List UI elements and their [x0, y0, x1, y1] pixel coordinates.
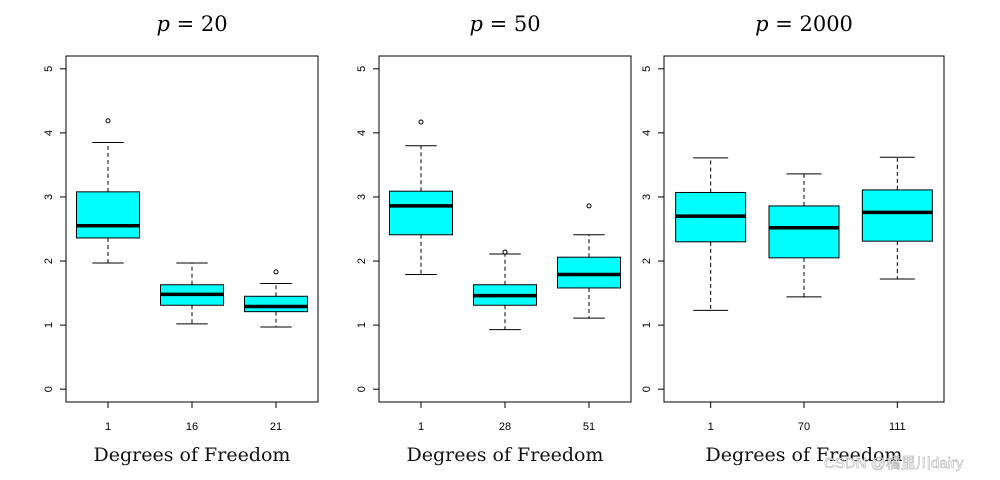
y-tick-label: 2	[641, 258, 653, 264]
y-tick-label: 3	[356, 194, 368, 200]
iqr-box	[768, 205, 840, 259]
y-tick-label: 1	[641, 322, 653, 328]
iqr-box	[76, 191, 140, 239]
outlier-point	[418, 119, 424, 125]
y-tick-label: 0	[356, 386, 368, 392]
panel-3: p = 2000 0 1 2 3 4 5 1 70 111 Degrees of Freedom	[641, 12, 945, 466]
x-tick-label: 21	[270, 421, 282, 433]
box-1	[76, 118, 140, 264]
panel-title-value: = 2000	[769, 12, 853, 36]
x-tick-label: 1	[105, 421, 111, 433]
box-1	[675, 157, 747, 311]
y-tick-label: 1	[356, 322, 368, 328]
iqr-box	[557, 256, 621, 289]
box-1	[389, 119, 453, 275]
box-51	[557, 203, 621, 319]
y-tick-label: 5	[356, 66, 368, 72]
y-tick-label: 2	[356, 258, 368, 264]
x-tick-label: 51	[583, 421, 595, 433]
panel-title-variable: p	[755, 12, 768, 36]
y-tick-label: 4	[356, 130, 368, 136]
x-axis-label: Degrees of Freedom	[407, 444, 604, 466]
box-70	[768, 173, 840, 298]
panel-title: p = 20	[156, 12, 227, 36]
panel-title: p = 2000	[755, 12, 853, 36]
y-tick-label: 4	[641, 130, 653, 136]
x-tick-label: 1	[418, 421, 424, 433]
watermark-text: CSDN @橘里川dairy	[824, 455, 964, 472]
y-tick-label: 0	[43, 386, 55, 392]
y-tick-label: 2	[43, 258, 55, 264]
panel-title-variable: p	[469, 12, 482, 36]
box-111	[861, 156, 933, 280]
panel-title-variable: p	[156, 12, 169, 36]
x-axis-label: Degrees of Freedom	[94, 444, 291, 466]
y-tick-label: 3	[43, 194, 55, 200]
y-tick-label: 5	[43, 66, 55, 72]
y-tick-label: 3	[641, 194, 653, 200]
x-tick-label: 111	[889, 421, 906, 433]
iqr-box	[244, 295, 308, 313]
y-tick-label: 5	[641, 66, 653, 72]
x-tick-label: 16	[186, 421, 198, 433]
y-tick-label: 0	[641, 386, 653, 392]
outlier-point	[105, 118, 111, 124]
x-tick-label: 1	[708, 421, 714, 433]
panel-title: p = 50	[469, 12, 540, 36]
y-tick-label: 1	[43, 322, 55, 328]
iqr-box	[861, 189, 933, 242]
iqr-box	[389, 190, 453, 236]
x-tick-label: 28	[499, 421, 511, 433]
box-16	[160, 262, 224, 325]
panel-title-value: = 20	[170, 12, 228, 36]
outlier-point	[273, 269, 279, 275]
y-tick-label: 4	[43, 130, 55, 136]
x-axis-label: Degrees of Freedom	[706, 444, 903, 466]
outlier-point	[502, 249, 508, 255]
outlier-point	[586, 203, 592, 209]
x-tick-label: 70	[798, 421, 810, 433]
box-21	[244, 269, 308, 328]
box-28	[473, 249, 537, 331]
panel-1: p = 20 0 1 2 3 4 5 1 16 21 Degrees of Freedom	[43, 12, 319, 466]
panel-title-value: = 50	[483, 12, 541, 36]
